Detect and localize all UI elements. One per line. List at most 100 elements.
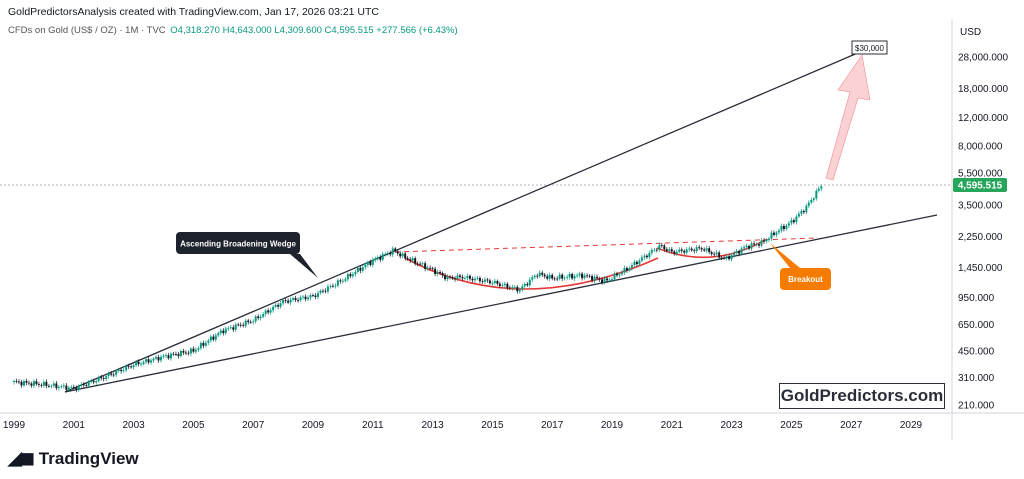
candle-body <box>645 255 648 258</box>
candle-body <box>693 250 696 252</box>
pattern-callout-box <box>176 232 300 254</box>
time-tick-label: 2023 <box>720 420 743 431</box>
tradingview-brand: TradingView <box>38 448 139 468</box>
price-tick-label: 12,000.000 <box>958 113 1008 124</box>
price-tick-label: 18,000.000 <box>958 84 1008 95</box>
breakout-callout-box <box>780 268 831 290</box>
symbol-description: CFDs on Gold (US$ / OZ) · 1M · TVC <box>8 25 166 36</box>
candle-body <box>665 249 668 251</box>
tradingview-logo[interactable]: ◢◼ TradingView <box>8 448 139 469</box>
candle-body <box>379 257 382 260</box>
candle-body <box>708 248 711 253</box>
time-tick-label: 2019 <box>601 420 624 431</box>
candle-body <box>272 306 275 311</box>
candle-body <box>571 273 574 279</box>
breakout-callout-pointer <box>770 243 800 268</box>
price-tick-label: 650.000 <box>958 320 995 331</box>
candle-body <box>359 267 362 271</box>
candle-body <box>705 248 708 251</box>
candle-body <box>434 268 437 274</box>
candle-body <box>675 251 678 254</box>
candle-body <box>174 353 177 355</box>
candle-body <box>586 275 589 277</box>
candle-body <box>169 353 172 359</box>
candle-body <box>326 286 329 292</box>
candle-body <box>493 281 496 283</box>
candle-body <box>339 280 342 282</box>
candle-body <box>197 348 200 350</box>
candle-body <box>50 385 53 387</box>
candle-body <box>680 249 683 251</box>
candle-body <box>386 253 389 254</box>
candle-body <box>578 273 581 276</box>
candle-body <box>653 249 656 251</box>
candle-body <box>371 259 374 265</box>
candle-body <box>528 279 531 286</box>
candle-body <box>797 213 800 217</box>
candle-body <box>792 220 795 223</box>
candle-body <box>75 387 78 390</box>
candle-body <box>758 244 761 246</box>
candle-body <box>546 276 549 279</box>
candle-body <box>573 276 576 279</box>
candle-body <box>341 280 344 282</box>
candle-body <box>623 268 626 273</box>
target-label: $30,000 <box>855 44 884 53</box>
candle-body <box>177 354 180 357</box>
candle-body <box>122 370 125 372</box>
candle-body <box>615 273 618 276</box>
candle-body <box>319 290 322 293</box>
candle-body <box>618 274 621 276</box>
candle-body <box>735 251 738 254</box>
price-tick-label: 950.000 <box>958 293 995 304</box>
candle-body <box>329 285 332 287</box>
candle-body <box>576 275 579 277</box>
candle-body <box>199 342 202 349</box>
candle-body <box>264 310 267 315</box>
candle-body <box>513 286 516 288</box>
candle-body <box>521 286 524 290</box>
candle-body <box>628 268 631 271</box>
candle-body <box>762 240 765 242</box>
candle-body <box>364 264 367 268</box>
candle-body <box>419 263 422 265</box>
candle-body <box>399 253 402 257</box>
candle-body <box>90 381 93 382</box>
candle-body <box>209 336 212 341</box>
candle-body <box>142 361 145 364</box>
candle-body <box>217 333 220 336</box>
candle-body <box>486 279 489 281</box>
candle-body <box>673 251 676 254</box>
candle-body <box>635 261 638 265</box>
candle-body <box>137 361 140 365</box>
candle-body <box>601 279 604 283</box>
candle-body <box>820 186 823 189</box>
wedge-upper-trendline <box>64 51 861 393</box>
candle-body <box>67 387 70 390</box>
candle-body <box>294 298 297 301</box>
candle-body <box>115 370 118 375</box>
candle-body <box>531 277 534 280</box>
candle-body <box>596 276 599 279</box>
candle-body <box>77 385 80 390</box>
candle-body <box>331 285 334 287</box>
candle-body <box>643 255 646 258</box>
candle-body <box>429 267 432 269</box>
candle-body <box>812 198 815 200</box>
candle-body <box>381 254 384 260</box>
candle-body <box>767 238 770 240</box>
candle-body <box>13 380 15 383</box>
candle-body <box>404 253 407 259</box>
candle-body <box>713 253 716 255</box>
candle-body <box>409 259 412 261</box>
candle-body <box>551 274 554 279</box>
candle-body <box>720 257 723 259</box>
candle-body <box>184 352 187 354</box>
candle-body <box>289 299 292 303</box>
candle-body <box>207 340 210 343</box>
candle-body <box>257 316 260 319</box>
candle-body <box>750 243 753 249</box>
candle-body <box>568 273 571 278</box>
candle-body <box>695 247 698 252</box>
